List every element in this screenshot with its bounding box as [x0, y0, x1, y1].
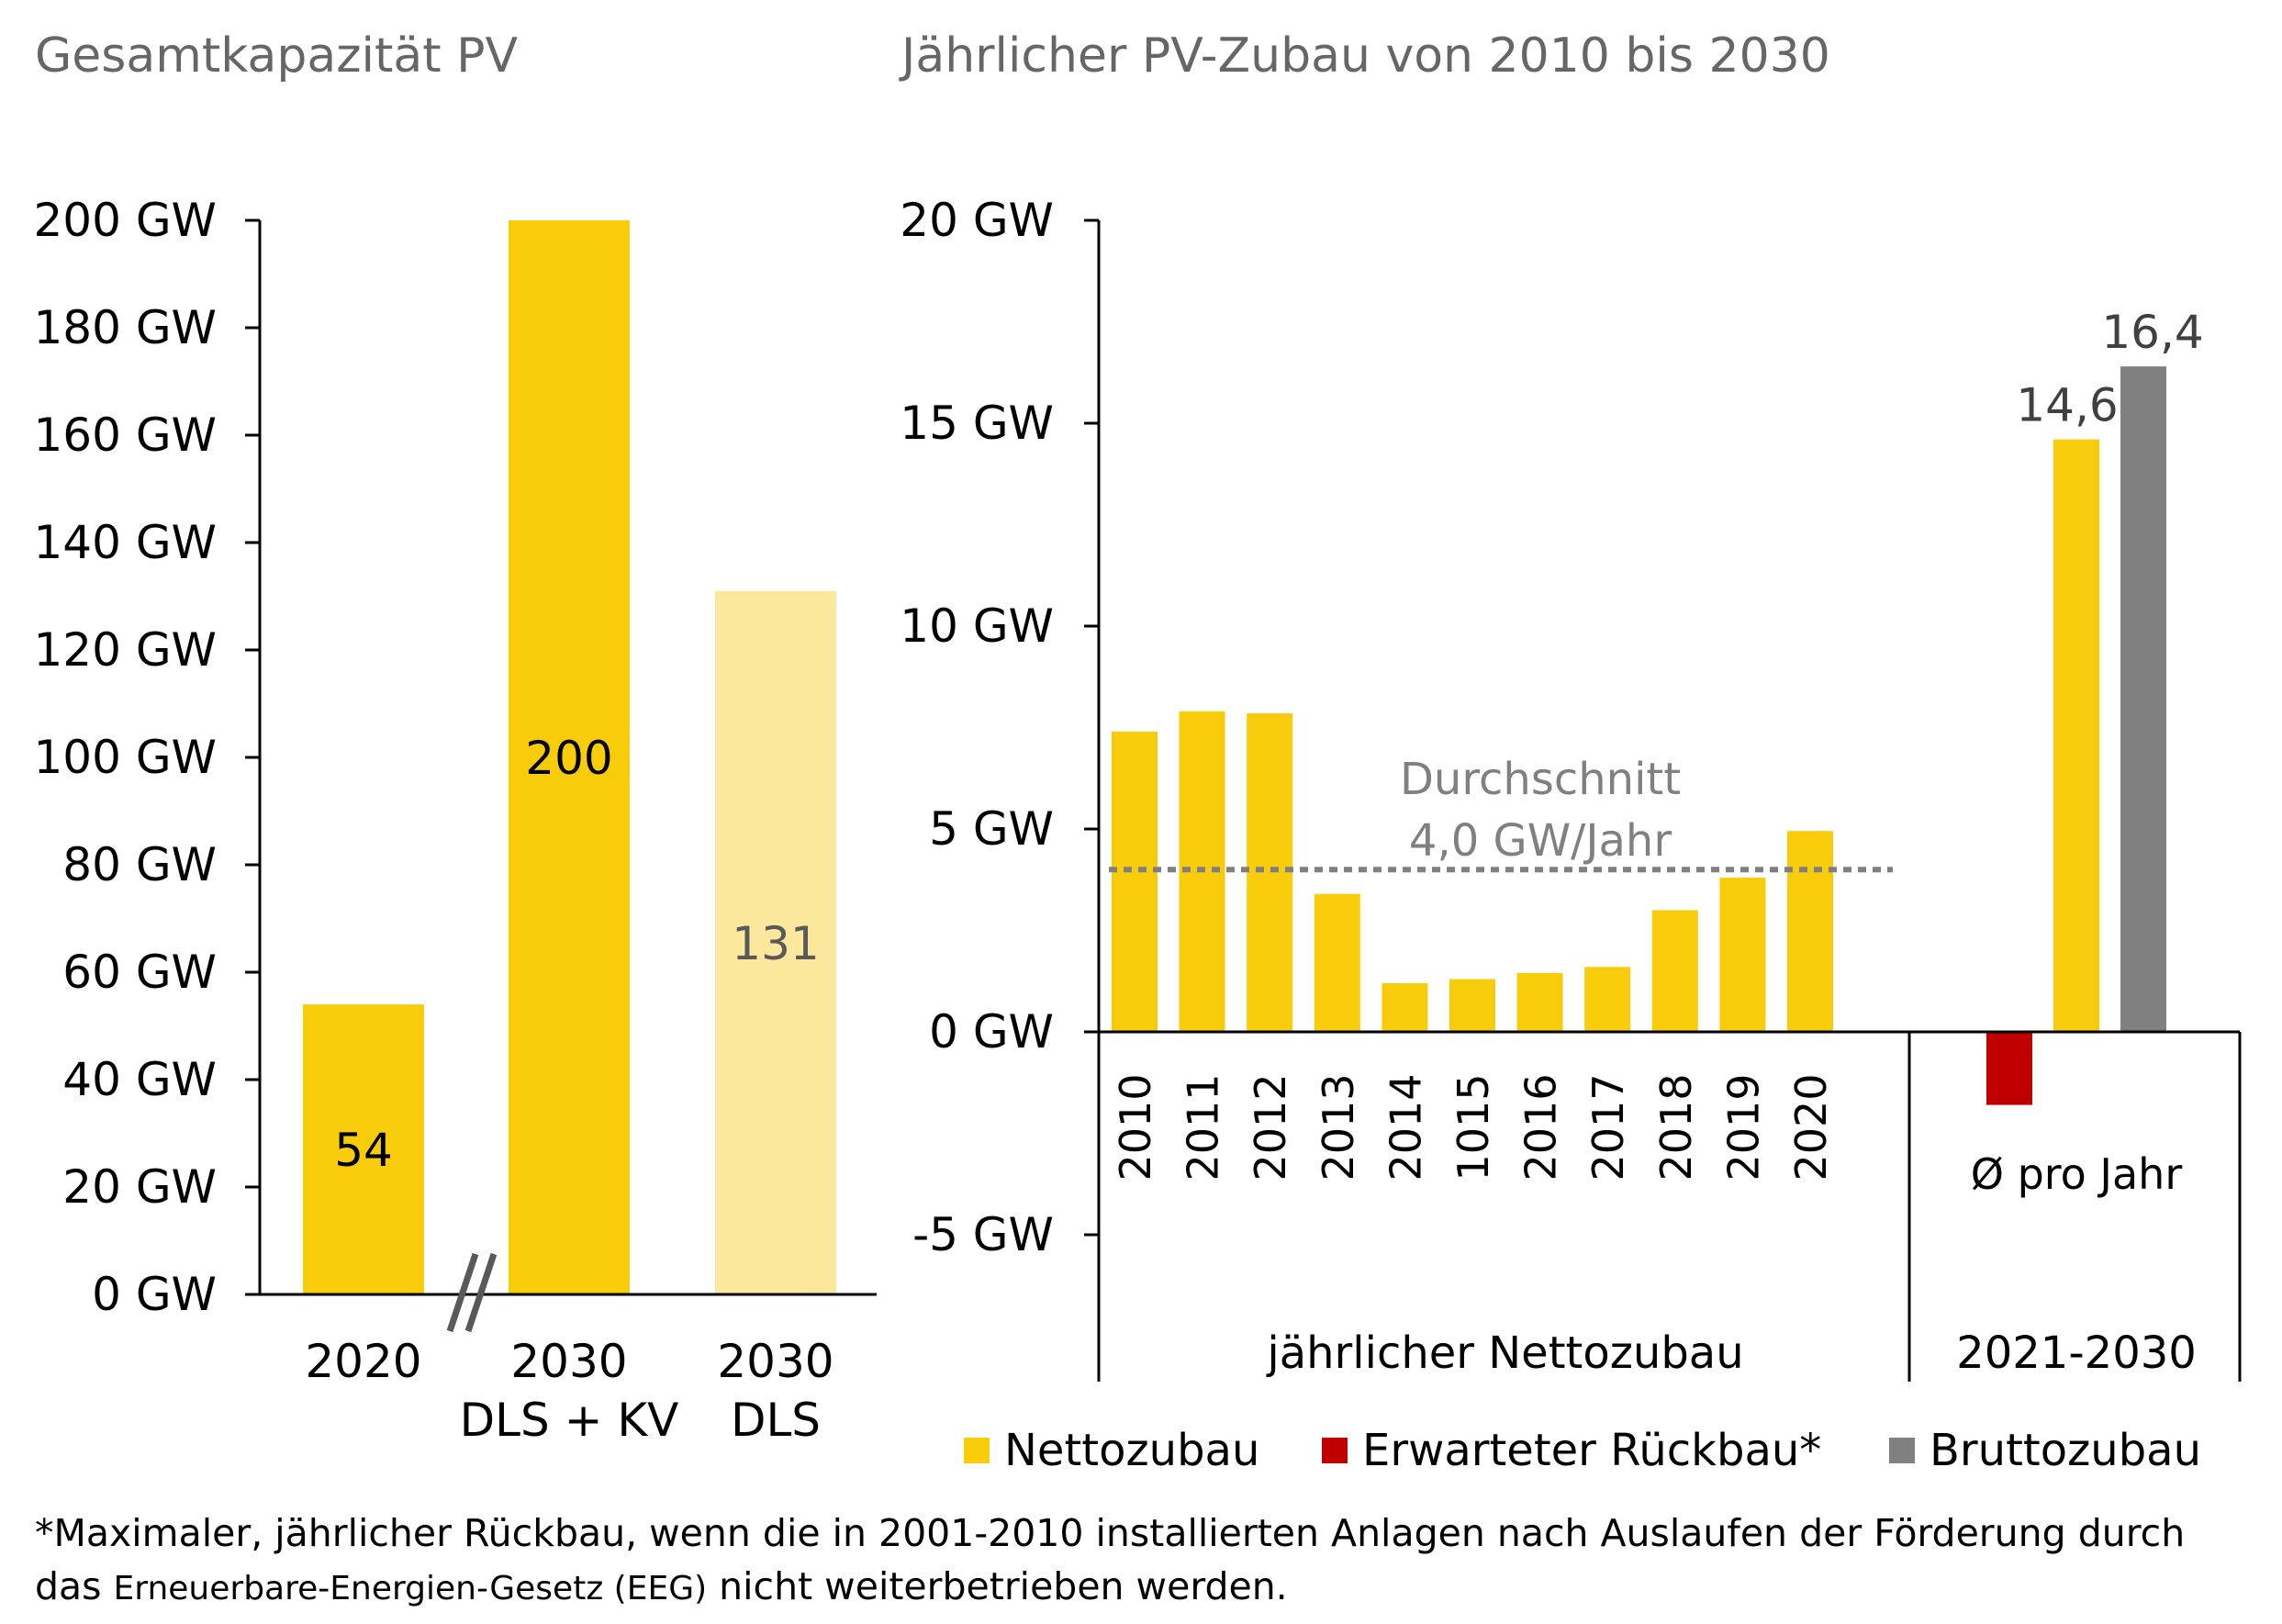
- left-x-tick-label-1-1: DLS + KV: [460, 1394, 679, 1447]
- footnote-line2-suffix: nicht weiterbetrieben werden.: [707, 1564, 1288, 1608]
- right-chart-axes: 2010 2011 2012 2013 2014 1015 2016 2017 2018 2019…: [900, 194, 2242, 1382]
- left-chart-bars: 54 200 131: [303, 220, 836, 1294]
- left-y-tick-label-2: 40 GW: [62, 1053, 217, 1106]
- right-x-tick-label-1015: 1015: [1449, 1073, 1498, 1181]
- left-y-tick-label-7: 140 GW: [33, 516, 217, 569]
- right-bar-2020: [1787, 831, 1833, 1032]
- left-x-tick-label-0-0: 2020: [305, 1335, 421, 1388]
- right-chart-bars: 14,6 16,4: [1112, 306, 2204, 1105]
- right-x-tick-label-2012: 2012: [1246, 1073, 1295, 1181]
- left-y-tick-label-8: 160 GW: [33, 409, 217, 462]
- right-bar-2013: [1314, 893, 1360, 1032]
- right-bar-2019: [1719, 878, 1766, 1032]
- right-bar-2017: [1584, 967, 1631, 1032]
- legend: Nettozubau Erwarteter Rückbau* Bruttozub…: [964, 1425, 2201, 1476]
- right-y-tick-label-3: 10 GW: [900, 599, 1054, 653]
- legend-label-bruttozubau: Bruttozubau: [1930, 1425, 2201, 1476]
- left-y-tick-label-3: 60 GW: [62, 946, 217, 999]
- left-bar-2: [715, 590, 836, 1294]
- left-x-tick-label-1-0: 2030: [510, 1335, 627, 1388]
- legend-swatch-rueckbau: [1322, 1438, 1348, 1463]
- summary-bar-1: [2053, 439, 2099, 1032]
- right-x-tick-label-2011: 2011: [1179, 1073, 1228, 1181]
- right-bar-2016: [1516, 972, 1563, 1032]
- left-bar-0: [303, 1004, 424, 1294]
- right-x-tick-label-2020: 2020: [1786, 1073, 1836, 1181]
- right-x-tick-label-2010: 2010: [1111, 1073, 1160, 1181]
- footnote-line2-prefix: das: [35, 1564, 114, 1608]
- right-y-tick-label-5: 20 GW: [900, 194, 1054, 247]
- left-bar-value-label-2: 131: [732, 917, 819, 970]
- right-x-tick-label-2013: 2013: [1314, 1073, 1363, 1181]
- footnote-line2: das Erneuerbare-Energien-Gesetz (EEG) ni…: [35, 1564, 1288, 1608]
- left-y-tick-label-4: 80 GW: [62, 838, 217, 891]
- summary-bar-label-1: 14,6: [2016, 379, 2118, 432]
- right-y-tick-label-2: 5 GW: [929, 802, 1054, 856]
- right-bar-2010: [1112, 731, 1158, 1032]
- left-bar-1: [509, 220, 630, 1294]
- footnote-line2-eeg: Erneuerbare-Energien-Gesetz (EEG): [114, 1570, 708, 1607]
- right-y-tick-label-0: -5 GW: [912, 1208, 1054, 1261]
- axis-break-mark-1: [446, 1252, 479, 1333]
- right-x-tick-label-2019: 2019: [1718, 1073, 1768, 1181]
- right-y-tick-label-4: 15 GW: [900, 397, 1054, 450]
- group-label-netto: jährlicher Nettozubau: [1266, 1327, 1743, 1379]
- left-chart-axes: 2020 2030 DLS + KV 2030 DLS 0 GW 20 GW 40 GW 60 …: [33, 194, 877, 1447]
- right-y-tick-label-1: 0 GW: [929, 1005, 1054, 1058]
- axis-break-mark-2: [464, 1252, 498, 1333]
- left-y-tick-label-1: 20 GW: [62, 1160, 217, 1214]
- right-bar-2014: [1382, 982, 1428, 1032]
- footnote-line1: *Maximaler, jährlicher Rückbau, wenn die…: [35, 1511, 2185, 1555]
- right-x-tick-label-2017: 2017: [1583, 1073, 1633, 1181]
- average-label-line2: 4,0 GW/Jahr: [1409, 815, 1672, 867]
- left-x-tick-label-2-1: DLS: [731, 1394, 821, 1447]
- left-chart-title: Gesamtkapazität PV: [35, 28, 518, 84]
- left-y-tick-label-6: 120 GW: [33, 623, 217, 677]
- left-y-tick-label-10: 200 GW: [33, 194, 217, 247]
- left-bar-value-label-0: 54: [334, 1124, 393, 1177]
- legend-label-rueckbau: Erwarteter Rückbau*: [1362, 1425, 1821, 1476]
- right-x-tick-label-2018: 2018: [1651, 1073, 1701, 1181]
- right-x-tick-label-2014: 2014: [1381, 1073, 1430, 1181]
- left-y-tick-label-0: 0 GW: [92, 1268, 217, 1321]
- summary-bar-2: [2120, 366, 2166, 1032]
- right-bar-2012: [1247, 713, 1293, 1032]
- summary-category-label: Ø pro Jahr: [1971, 1149, 2183, 1199]
- group-label-2021-2030: 2021-2030: [1956, 1327, 2197, 1379]
- legend-label-nettozubau: Nettozubau: [1004, 1425, 1259, 1476]
- average-label-line1: Durchschnitt: [1400, 754, 1681, 805]
- left-y-tick-label-5: 100 GW: [33, 731, 217, 784]
- right-x-tick-label-2016: 2016: [1516, 1073, 1566, 1181]
- summary-bar-label-2: 16,4: [2101, 306, 2203, 359]
- right-bar-1015: [1449, 979, 1495, 1032]
- left-y-tick-label-9: 180 GW: [33, 301, 217, 354]
- summary-bar-0: [1986, 1032, 2032, 1105]
- left-bar-value-label-1: 200: [525, 732, 612, 785]
- left-x-tick-label-2-0: 2030: [717, 1335, 833, 1388]
- legend-swatch-nettozubau: [964, 1438, 990, 1463]
- right-chart-title: Jährlicher PV-Zubau von 2010 bis 2030: [899, 28, 1830, 84]
- legend-swatch-bruttozubau: [1889, 1438, 1915, 1463]
- right-bar-2018: [1651, 910, 1698, 1032]
